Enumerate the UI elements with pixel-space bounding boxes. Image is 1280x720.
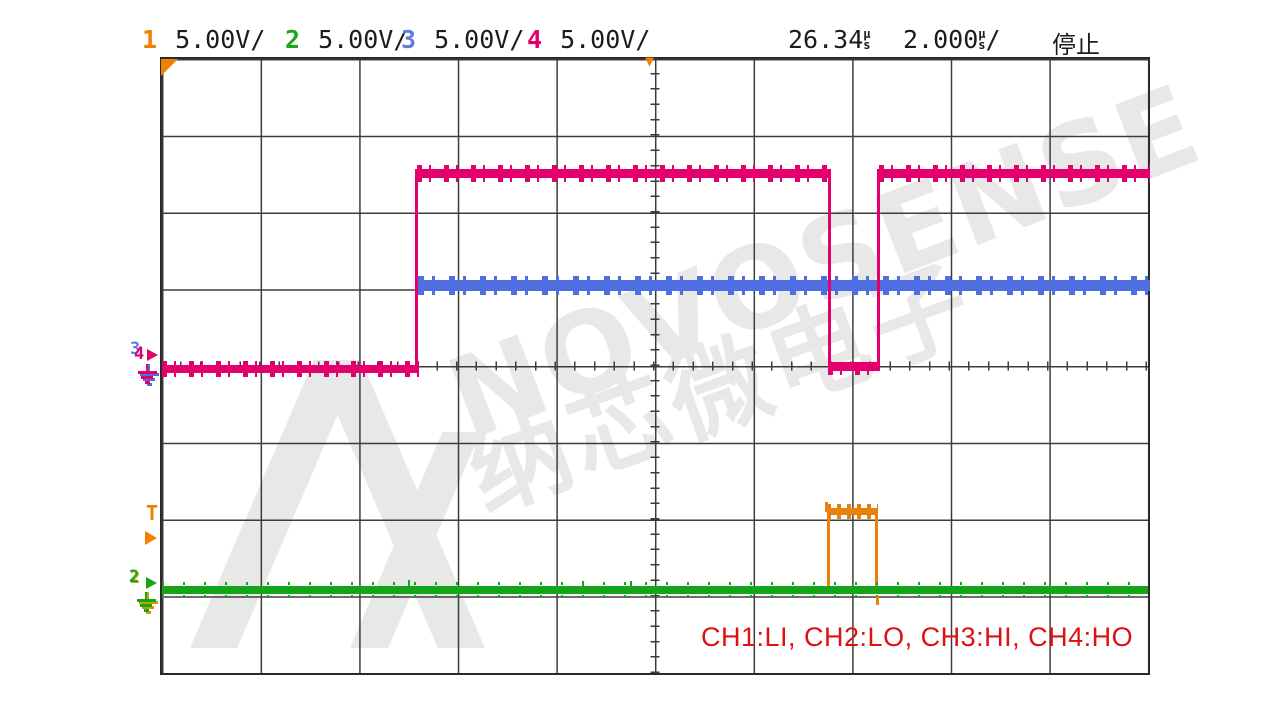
ch1-scale-value: 5.00V/ xyxy=(175,25,266,54)
ch3-trace-high-level xyxy=(418,276,1150,295)
ch1-pulse-corner-spike xyxy=(825,502,828,512)
ch1-offscreen-reference-corner-icon xyxy=(161,59,178,76)
watermark-white-cutout xyxy=(1144,10,1214,70)
ch3-scale-value: 5.00V/ xyxy=(434,25,525,54)
ch2-scale-value: 5.00V/ xyxy=(318,25,409,54)
trigger-time-position-icon[interactable]: ▼ xyxy=(645,52,655,70)
center-horizontal-axis-ticks xyxy=(162,361,1148,371)
ch1-number: 1 xyxy=(142,25,158,54)
ch3-ground-marker-label[interactable]: 3 xyxy=(130,339,141,359)
ch4-trace-falling-edge xyxy=(828,169,831,369)
ch4-trace-rising-edge-2 xyxy=(877,169,880,369)
run-stop-status[interactable]: 停止 xyxy=(1052,31,1100,59)
trigger-level-label[interactable]: T xyxy=(146,501,159,525)
ch4-trace-low-dip xyxy=(828,362,880,375)
ch4-trace-low-level-1 xyxy=(162,361,419,377)
ch1-pulse-top xyxy=(827,504,878,519)
ch4-trace-high-level-1 xyxy=(417,165,830,182)
ch2-ground-symbol-icon xyxy=(136,592,156,614)
trigger-level-arrow-icon[interactable] xyxy=(145,531,157,545)
ch2-noise-spike xyxy=(582,581,584,586)
delay-time-value: 26.34 xyxy=(788,25,864,54)
scope-graticule xyxy=(160,57,1150,675)
ch1-pulse-rising-edge xyxy=(827,508,830,591)
channel-mapping-annotation: CH1:LI, CH2:LO, CH3:HI, CH4:HO xyxy=(701,622,1134,652)
ch3-number: 3 xyxy=(401,25,417,54)
ch4-ch3-ground-symbol-icon xyxy=(137,364,157,386)
ch4-level-arrow-icon[interactable] xyxy=(147,349,158,361)
ch1-scale-readout[interactable]: 1 5.00V/ xyxy=(142,25,265,55)
timebase-value: 2.000 xyxy=(903,25,979,54)
ch1-undershoot-spike xyxy=(876,596,879,605)
ch2-noise-spike xyxy=(630,581,632,586)
ch2-level-arrow-icon[interactable] xyxy=(146,577,157,589)
ch4-trace-rising-edge-1 xyxy=(415,169,418,373)
ch2-noise-spike xyxy=(408,580,410,586)
ch2-ground-marker-label[interactable]: 2 xyxy=(129,567,140,587)
ch3-scale-readout[interactable]: 3 5.00V/ xyxy=(401,25,524,55)
ch4-number: 4 xyxy=(527,25,543,54)
timebase-per-div-slash: / xyxy=(985,25,1001,54)
ch4-trace-high-level-2 xyxy=(879,165,1150,182)
ch4-ground-marker-label[interactable]: 4 xyxy=(134,344,145,364)
ch4-scale-readout[interactable]: 4 5.00V/ xyxy=(527,25,650,55)
ch2-number: 2 xyxy=(285,25,301,54)
ch2-trace-low-level xyxy=(162,582,1148,598)
ch4-scale-value: 5.00V/ xyxy=(560,25,651,54)
ch2-scale-readout[interactable]: 2 5.00V/ xyxy=(285,25,408,55)
ch1-pulse-falling-edge xyxy=(875,508,878,591)
